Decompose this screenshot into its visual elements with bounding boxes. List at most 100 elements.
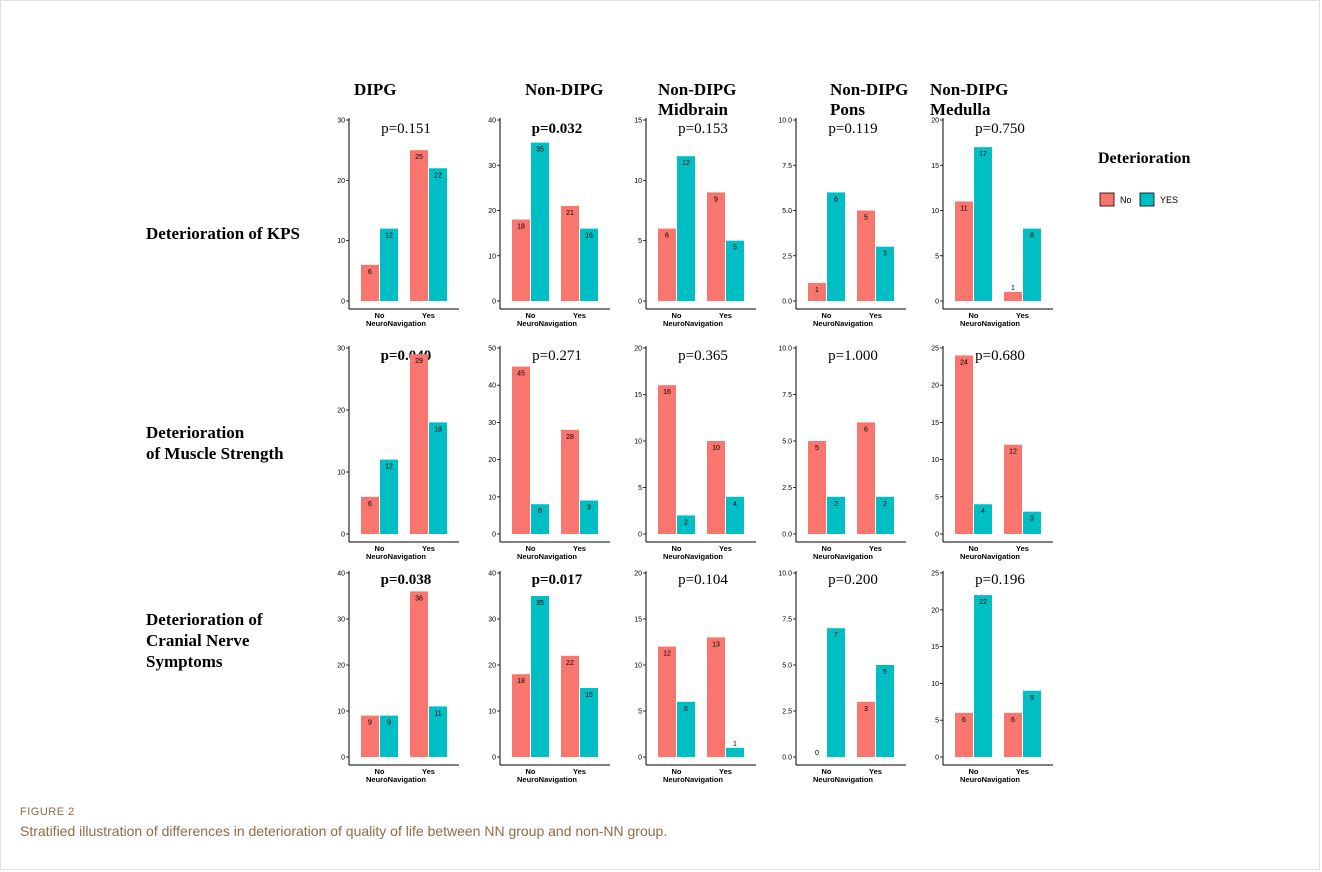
y-tick-label: 0.0 [782,755,792,762]
bar [361,715,379,757]
chart-panel: p=0.038 0 10 20 30 40 9 9 No 36 11 YesNeuroNavigati… [337,571,459,784]
bar [857,701,875,757]
x-tick-label: No [672,544,682,553]
p-value: p=0.680 [975,348,1025,364]
y-tick-label: 10 [931,457,939,464]
bar [726,240,744,301]
y-tick-label: 20 [931,383,939,390]
y-tick-label: 10.0 [778,118,792,125]
legend-label: YES [1160,195,1178,205]
y-tick-label: 10 [634,178,642,185]
bar [658,385,676,534]
data-label: 22 [979,599,987,606]
y-tick-label: 15 [634,392,642,399]
p-value: p=0.271 [532,348,582,364]
column-heading: Pons [830,100,865,119]
x-tick-label: No [969,311,979,320]
y-tick-label: 40 [337,571,345,578]
data-label: 3 [883,251,887,258]
data-label: 2 [684,519,688,526]
y-tick-label: 15 [634,118,642,125]
y-tick-label: 50 [488,346,496,353]
x-tick-label: Yes [422,767,435,776]
y-tick-label: 30 [337,346,345,353]
bar [1004,291,1022,301]
p-value: p=0.017 [532,572,583,588]
y-tick-label: 40 [488,571,496,578]
x-tick-label: No [526,311,536,320]
bar [531,596,549,757]
column-heading: Non-DIPG [930,80,1008,99]
bar [410,150,428,301]
data-label: 9 [714,196,718,203]
data-label: 35 [536,147,544,154]
bar [1023,511,1041,534]
chart-panel: p=0.196 0 5 10 15 20 25 6 22 No 6 9 YesNeuroNavigati… [931,571,1053,784]
data-label: 2 [834,501,838,508]
data-label: 4 [733,501,737,508]
bar [410,591,428,757]
y-tick-label: 10 [488,253,496,260]
x-axis-title: NeuroNavigation [663,552,723,561]
y-tick-label: 0 [341,755,345,762]
x-axis-title: NeuroNavigation [960,319,1020,328]
data-label: 6 [1011,717,1015,724]
bar [429,168,447,301]
bar [512,366,530,534]
x-tick-label: No [526,767,536,776]
y-tick-label: 0.0 [782,532,792,539]
y-tick-label: 15 [931,420,939,427]
y-tick-label: 40 [488,383,496,390]
y-tick-label: 7.5 [782,392,792,399]
y-tick-label: 15 [931,644,939,651]
bar [380,459,398,534]
row-heading: Deterioration of [146,610,263,629]
data-label: 22 [566,660,574,667]
bar [380,715,398,757]
data-label: 1 [815,287,819,294]
y-tick-label: 30 [488,420,496,427]
y-tick-label: 10 [931,208,939,215]
p-value: p=0.153 [678,121,728,137]
data-label: 35 [536,600,544,607]
y-tick-label: 30 [488,617,496,624]
y-tick-label: 25 [931,571,939,578]
x-tick-label: Yes [1016,767,1029,776]
data-label: 5 [864,215,868,222]
data-label: 18 [517,678,525,685]
data-label: 6 [368,501,372,508]
chart-panel: p=0.680 0 5 10 15 20 25 24 4 No 12 3 YesNeuroNavigat… [931,346,1053,561]
y-tick-label: 10 [337,238,345,245]
y-tick-label: 7.5 [782,163,792,170]
data-label: 5 [733,245,737,252]
y-tick-label: 30 [337,617,345,624]
data-label: 1 [1011,285,1015,292]
bar [658,228,676,301]
bar [1004,712,1022,757]
x-axis-title: NeuroNavigation [813,775,873,784]
y-tick-label: 25 [931,346,939,353]
bar [827,628,845,757]
x-tick-label: No [526,544,536,553]
y-tick-label: 5 [638,709,642,716]
data-label: 12 [663,651,671,658]
x-tick-label: No [672,767,682,776]
y-tick-label: 10 [931,681,939,688]
p-value: p=0.196 [975,572,1025,588]
x-tick-label: Yes [573,767,586,776]
x-axis-title: NeuroNavigation [813,552,873,561]
data-label: 6 [368,269,372,276]
y-tick-label: 0 [935,299,939,306]
bar [808,282,826,301]
y-tick-label: 10.0 [778,571,792,578]
data-label: 6 [684,706,688,713]
figure-label: FIGURE 2 [20,806,75,818]
row-heading: Deterioration of KPS [146,224,300,243]
x-axis-title: NeuroNavigation [517,552,577,561]
y-tick-label: 2.5 [782,485,792,492]
y-tick-label: 7.5 [782,617,792,624]
row-heading: Symptoms [146,652,223,671]
x-tick-label: Yes [422,544,435,553]
data-label: 25 [415,154,423,161]
